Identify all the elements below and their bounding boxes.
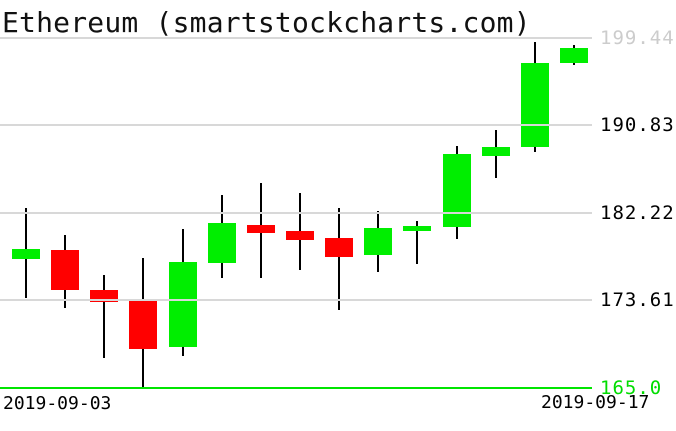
candle-wick <box>338 208 340 310</box>
candle-body <box>443 154 471 227</box>
candle-body <box>51 250 79 290</box>
y-axis-label: 199.44 <box>600 27 675 49</box>
chart-title: Ethereum (smartstockcharts.com) <box>2 6 531 39</box>
candle-body <box>560 48 588 63</box>
candle-body <box>129 300 157 349</box>
candle-body <box>521 63 549 147</box>
gridline <box>0 124 592 126</box>
candle-body <box>325 238 353 257</box>
y-axis-label: 165.0 <box>600 377 663 399</box>
x-axis-end-label: 2019-09-17 <box>541 392 650 413</box>
candle-body <box>286 231 314 240</box>
candle-body <box>247 225 275 233</box>
candle-wick <box>416 221 418 264</box>
candle-wick <box>103 275 105 358</box>
x-axis-start-label: 2019-09-03 <box>3 393 112 414</box>
candle-body <box>169 262 197 347</box>
y-axis-label: 190.83 <box>600 114 675 136</box>
y-axis-label: 182.22 <box>600 202 675 224</box>
candle-body <box>12 249 40 259</box>
gridline <box>0 212 592 214</box>
gridline <box>0 387 592 389</box>
candle-body <box>482 147 510 156</box>
y-axis-label: 173.61 <box>600 289 675 311</box>
candle-body <box>403 226 431 231</box>
gridline <box>0 37 592 39</box>
candle-body <box>364 228 392 255</box>
candle-body <box>208 223 236 263</box>
gridline <box>0 299 592 301</box>
